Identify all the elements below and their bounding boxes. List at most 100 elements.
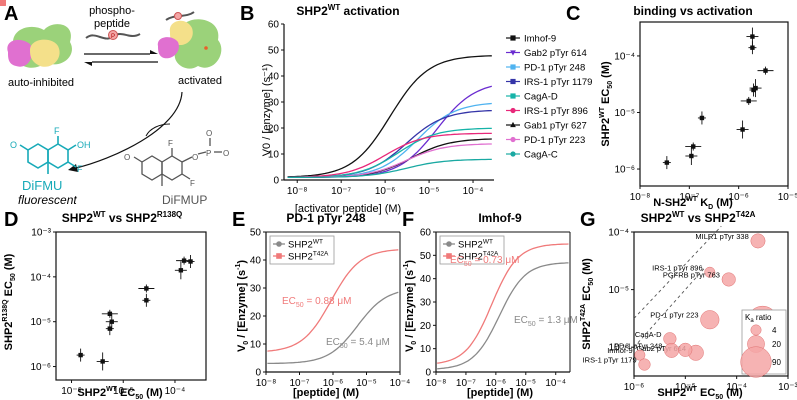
panel-F-ytick-label: 20 [420, 321, 432, 332]
panel-F-xtick-label: 10⁻⁵ [516, 378, 537, 389]
series-2-fit-curve [287, 102, 492, 178]
difmup-carbonyl-o: O [124, 153, 130, 162]
forward-arrow-head [150, 50, 158, 54]
panel-F-ytick-label: 0 [425, 368, 431, 379]
panel-b-ylabel: V0 / [enzyme] (s⁻¹) [261, 64, 273, 157]
panel-B-ytick-label: 30 [268, 98, 280, 109]
panel-c-axes: 10⁻⁸ 10⁻⁷ 10⁻⁶ 10⁻⁵ 10⁻⁶ 10⁻⁵ 10⁻⁴ [614, 21, 797, 203]
panel-b-title: SHP2WT activation [296, 3, 399, 18]
panel-E-ytick-label: 40 [250, 256, 262, 267]
bubble-label: PD-1 pTyr 248 [614, 341, 662, 350]
legend-marker [510, 78, 516, 85]
fluorescent-label: fluorescent [18, 193, 77, 207]
data-point [100, 359, 105, 364]
difmup-phosphoryl-o: O [206, 129, 212, 138]
panel-G-xtick-label: 10⁻⁵ [675, 382, 696, 393]
panel-e-ec50-t42a: EC50 = 0.88 μM [282, 296, 351, 309]
panel-B-ytick-label: 20 [268, 124, 280, 135]
panel-D-xtick-label: 10⁻⁶ [61, 386, 82, 397]
phospho-group-marker [108, 30, 118, 40]
panel-E-ytick-label: 20 [250, 312, 262, 323]
legend-label: IRS-1 pTyr 896 [524, 106, 588, 117]
panel-F-xtick-label: 10⁻⁷ [456, 378, 476, 389]
panel-D-ytick-label: 10⁻⁵ [30, 317, 51, 328]
reverse-arrow-head [84, 62, 92, 66]
legend-bubble [750, 324, 762, 336]
panel-D-ytick-label: 10⁻⁴ [30, 272, 51, 283]
panel-f-ec50-t42a: EC50 = 0.73 μM [450, 255, 519, 268]
panel-E-xtick-label: 10⁻⁴ [390, 378, 411, 389]
panel-G-xtick-label: 10⁻⁶ [624, 382, 645, 393]
panel-d-ylabel: SHP2R138Q EC50 (M) [2, 253, 17, 350]
legend-marker [446, 253, 452, 259]
panel-F-ytick-label: 50 [420, 251, 432, 262]
series-1-fit-curve [267, 249, 399, 352]
panel-e-ec50-wt: EC50 = 5.4 μM [326, 337, 390, 350]
difmup-fluoro-bottom: F [190, 179, 195, 188]
panel-b-axes: 0 10 20 30 40 50 60 10⁻⁸ 10⁻⁷ 10⁻⁶ 10⁻⁵ 10⁻⁴ [268, 20, 494, 197]
difmup-label: DiFMUP [162, 193, 207, 207]
panel-F-xtick-label: 10⁻⁶ [486, 378, 507, 389]
panel-g-axes: 10⁻⁶ 10⁻⁵ 10⁻⁴ 10⁻³ 10⁻⁶ 10⁻⁵ 10⁻⁴ [608, 228, 797, 394]
panel-F-ytick-label: 10 [420, 344, 432, 355]
bubble-label: Gab2 pTyr 614 [636, 344, 686, 353]
legend-label: SHP2WT [288, 239, 323, 251]
data-point [107, 326, 113, 331]
panel-c-letter: C [566, 3, 580, 25]
panel-E-ytick-label: 0 [255, 368, 261, 379]
panel-c: C binding vs activation 10⁻⁸ 10⁻⁷ 10⁻⁶ 10⁻⁵… [566, 3, 797, 211]
series-1-fit-curve [437, 243, 569, 364]
difmu-label: DiFMU [22, 178, 62, 193]
panel-f-axes: 0 10 20 30 40 50 60 10⁻⁸ 10⁻⁷ 10⁻⁶ 10⁻⁵ 10⁻⁴ [420, 228, 571, 389]
panel-F-xtick-label: 10⁻⁴ [545, 378, 566, 389]
legend-marker [510, 121, 516, 128]
panel-B-xtick-label: 10⁻⁴ [463, 186, 484, 197]
panel-C-ytick-label: 10⁻⁴ [614, 51, 635, 62]
panel-c-title: binding vs activation [633, 4, 752, 18]
data-point [178, 268, 184, 273]
bubble-point [721, 272, 736, 287]
panel-c-xlabel: N-SH2WT KD (M) [653, 196, 733, 211]
phospho-label-line1: phospho- [89, 5, 135, 17]
panel-E-xtick-label: 10⁻⁷ [289, 378, 309, 389]
bubble-label: MILR1 pTyr 338 [695, 232, 748, 241]
panel-E-ytick-label: 50 [250, 228, 262, 239]
panel-C-ytick-label: 10⁻⁶ [614, 165, 635, 176]
panel-f-ylabel: V0 / [Enzyme] (s-1) [403, 260, 418, 352]
bubble-point [634, 349, 646, 361]
panel-B-ytick-label: 60 [268, 20, 280, 31]
panel-F-ytick-label: 30 [420, 298, 432, 309]
panel-e-letter: E [232, 209, 245, 231]
panel-G-frame [633, 231, 789, 377]
phospho-p-letter: P [111, 34, 115, 40]
legend-marker [446, 241, 452, 247]
difmup-phosphorus: P [206, 149, 211, 158]
panel-E-xtick-label: 10⁻⁸ [256, 378, 277, 389]
panel-G-xtick-label: 10⁻⁴ [726, 382, 747, 393]
legend-marker [510, 136, 516, 143]
legend-size-label: 20 [772, 340, 781, 349]
panel-E-xtick-label: 10⁻⁶ [323, 378, 344, 389]
series-8-fit-curve [287, 158, 492, 179]
data-point [144, 286, 149, 291]
panel-f-letter: F [402, 209, 414, 231]
panel-d-axes: 10⁻⁶ 10⁻⁵ 10⁻⁴ 10⁻⁶ 10⁻⁵ 10⁻⁴ 10⁻³ [30, 228, 207, 397]
panel-g-ylabel: SHP2T42A EC50 (M) [580, 258, 595, 350]
legend-frame [269, 235, 335, 265]
panel-f-ec50-wt: EC50 = 1.3 μM [514, 315, 578, 328]
data-point [181, 258, 187, 263]
panel-B-xtick-label: 10⁻⁵ [419, 186, 440, 197]
series-0-fit-curve [437, 262, 569, 370]
series-0-fit-curve [267, 291, 399, 365]
legend-label: CagA-D [524, 92, 558, 103]
activated-label: activated [178, 75, 222, 87]
panel-d: D SHP2WT vs SHP2R138Q 10⁻⁶ 10⁻⁵ 10⁻⁴10⁻⁶10… [2, 209, 207, 400]
panel-e-ylabel: V0 / [Enzyme] (s-1) [235, 260, 250, 352]
legend-marker [276, 241, 282, 247]
difmup-phosphate-o: O [223, 149, 229, 158]
